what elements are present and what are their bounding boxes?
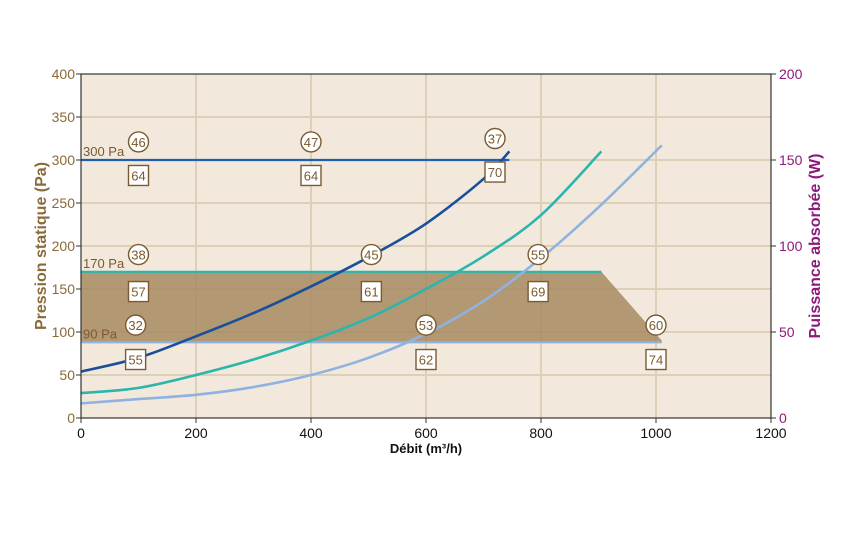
x-tick-label: 600 [414,425,438,441]
sound-marker-value: 69 [531,285,545,300]
sound-marker-value: 47 [304,135,318,150]
left-tick-label: 150 [52,281,76,297]
performance-curve [80,150,603,395]
sound-marker-value: 37 [488,132,502,147]
left-tick-label: 350 [52,109,76,125]
sound-marker-circle [127,243,150,266]
sound-marker-value: 70 [488,165,502,180]
right-axis-title: Puissance absorbée (W) [807,154,824,339]
sound-marker-value: 64 [131,168,145,183]
right-axis-ticks: 0 50 100 150 200 [771,66,803,426]
sound-marker-circle [415,314,437,336]
x-tick-label: 400 [299,425,323,441]
performance-curve [80,144,663,405]
sound-marker-value: 60 [649,318,663,333]
right-tick-label: 100 [779,238,803,254]
sound-marker-value: 64 [304,168,318,183]
sound-marker-value: 32 [128,318,142,333]
sound-marker-square [300,164,322,187]
left-tick-label: 400 [52,66,76,82]
sound-marker-circle [127,131,150,153]
sound-markers: 46 47 37 64 64 70 38 45 55 57 61 69 32 53 60 55 62 74 [124,127,667,371]
sound-marker-square [484,161,506,183]
sound-marker-value: 55 [128,353,142,368]
x-tick-label: 1200 [755,425,786,441]
sound-marker-value: 46 [131,135,145,150]
x-tick-label: 1000 [640,425,671,441]
left-tick-label: 200 [52,238,76,254]
sound-marker-value: 53 [419,318,433,333]
sound-marker-circle [300,131,322,153]
sound-marker-square [415,348,437,371]
sound-marker-square [645,348,667,371]
sound-marker-value: 45 [364,248,378,263]
sound-marker-value: 55 [531,248,545,263]
pressure-level-label: 300 Pa [83,144,125,159]
right-tick-label: 150 [779,152,803,168]
sound-marker-circle [645,314,667,336]
performance-curve [80,150,511,373]
right-tick-label: 50 [779,324,795,340]
x-tick-label: 800 [529,425,553,441]
sound-marker-square [360,280,383,303]
x-tick-label: 200 [184,425,208,441]
sound-marker-square [124,348,147,371]
left-tick-label: 300 [52,152,76,168]
sound-marker-circle [360,243,383,266]
pressure-level-label: 90 Pa [83,326,118,341]
sound-marker-value: 62 [419,353,433,368]
sound-marker-circle [124,314,147,336]
x-axis-ticks: 0 200 400 600 800 1000 1200 [77,418,787,441]
sound-marker-circle [527,243,549,266]
left-tick-label: 250 [52,195,76,211]
pressure-levels: 300 Pa 170 Pa 90 Pa [81,144,662,344]
sound-marker-square [127,280,150,303]
left-axis-ticks: 0 50 100 150 200 250 300 350 400 [52,66,81,426]
sound-marker-value: 74 [649,353,663,368]
right-tick-label: 0 [779,410,787,426]
left-axis-title: Pression statique (Pa) [33,162,50,330]
sound-marker-value: 61 [364,285,378,300]
sound-marker-circle [484,127,506,150]
performance-curves [80,144,663,405]
sound-marker-square [527,280,549,303]
sound-marker-value: 38 [131,248,145,263]
pressure-level-label: 170 Pa [83,256,125,271]
sound-marker-value: 57 [131,285,145,300]
left-tick-label: 50 [59,367,75,383]
left-tick-label: 0 [67,410,75,426]
left-tick-label: 100 [52,324,76,340]
x-tick-label: 0 [77,425,85,441]
x-axis-title: Débit (m³/h) [390,441,462,456]
sound-marker-square [127,164,150,187]
right-tick-label: 200 [779,66,803,82]
